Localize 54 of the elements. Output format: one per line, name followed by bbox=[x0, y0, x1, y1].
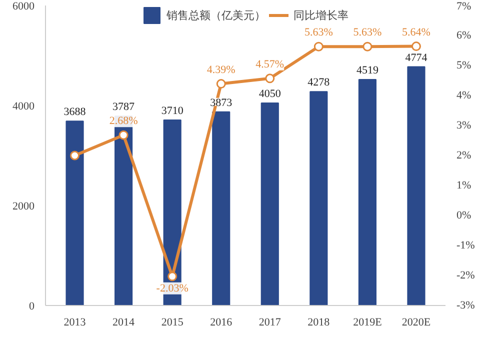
y-tick-label: 4000 bbox=[12, 100, 35, 112]
bar bbox=[260, 102, 279, 306]
y2-tick-label: -2% bbox=[456, 270, 475, 282]
x-tick-label: 2014 bbox=[112, 316, 136, 328]
x-tick-label: 2017 bbox=[258, 316, 282, 328]
data-label: 5.63% bbox=[304, 26, 333, 39]
data-label: 4278 bbox=[308, 76, 330, 89]
x-tick-label: 2015 bbox=[161, 316, 184, 328]
bar bbox=[212, 111, 230, 306]
point bbox=[70, 150, 80, 160]
legend-label: 销售总额（亿美元） bbox=[166, 8, 266, 22]
y2-tick-label: -3% bbox=[456, 300, 475, 312]
data-label: -2.03% bbox=[156, 282, 188, 294]
data-label: 5.64% bbox=[402, 26, 430, 38]
data-label: 4519 bbox=[356, 64, 379, 77]
y-tick-label: 6000 bbox=[12, 0, 35, 12]
x-tick-label: 2016 bbox=[210, 316, 233, 328]
bar bbox=[358, 79, 376, 306]
point bbox=[168, 272, 178, 282]
y2-tick-label: 5% bbox=[456, 60, 472, 72]
x-tick-label: 2020E bbox=[402, 316, 431, 328]
legend-label: 同比增长率 bbox=[294, 8, 348, 22]
data-label: 4.57% bbox=[256, 58, 284, 70]
data-label: 3787 bbox=[112, 101, 136, 114]
x-tick-label: 2018 bbox=[308, 316, 330, 328]
data-label: 4050 bbox=[258, 88, 282, 100]
y-tick-label: 2000 bbox=[12, 200, 35, 212]
y2-tick-label: 6% bbox=[456, 30, 472, 42]
data-label: 4.39% bbox=[206, 64, 236, 76]
y2-tick-label: 1% bbox=[456, 180, 472, 192]
x-tick-label: 2019E bbox=[353, 316, 382, 328]
y2-tick-label: 2% bbox=[456, 150, 472, 162]
y2-tick-label: 3% bbox=[456, 120, 472, 132]
bar bbox=[310, 91, 328, 306]
x-tick-label: 2013 bbox=[64, 316, 86, 328]
point bbox=[411, 42, 421, 52]
bar bbox=[407, 66, 426, 306]
data-label: 3710 bbox=[161, 105, 184, 117]
data-label: 3873 bbox=[210, 96, 233, 109]
bar bbox=[66, 120, 84, 306]
data-label: 3688 bbox=[64, 106, 86, 118]
point bbox=[265, 74, 275, 84]
point bbox=[118, 130, 128, 140]
data-label: 2.68% bbox=[109, 115, 138, 128]
y2-tick-label: -1% bbox=[456, 240, 475, 252]
data-label: 4774 bbox=[405, 52, 428, 64]
y2-tick-label: 4% bbox=[456, 90, 472, 102]
point bbox=[362, 42, 372, 52]
y-tick-label: 0 bbox=[29, 300, 35, 312]
y2-tick-label: 0% bbox=[456, 210, 472, 222]
data-label: 5.63% bbox=[353, 26, 382, 39]
point bbox=[314, 42, 324, 52]
point bbox=[216, 79, 226, 89]
y2-tick-label: 7% bbox=[456, 0, 472, 12]
